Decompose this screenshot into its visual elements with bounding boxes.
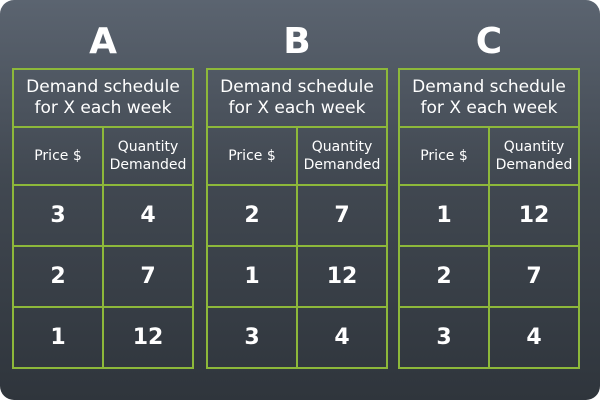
price-header: Price $ <box>398 126 490 186</box>
table-caption: Demand schedule for X each week <box>12 68 194 128</box>
price-cell: 1 <box>12 306 104 369</box>
table-row: 2 7 <box>398 245 580 308</box>
quantity-cell: 12 <box>102 306 194 369</box>
panel-letter: B <box>283 21 311 62</box>
quantity-cell: 4 <box>102 184 194 247</box>
price-cell: 2 <box>12 245 104 308</box>
quantity-cell: 4 <box>488 306 580 369</box>
price-cell: 2 <box>398 245 490 308</box>
table-row: 2 7 <box>12 245 194 308</box>
panel-letter: C <box>475 21 503 62</box>
table-row: 2 7 <box>206 184 388 247</box>
quantity-cell: 4 <box>296 306 388 369</box>
price-cell: 3 <box>398 306 490 369</box>
price-cell: 2 <box>206 184 298 247</box>
quantity-cell: 7 <box>102 245 194 308</box>
quantity-header: Quantity Demanded <box>102 126 194 186</box>
demand-schedule-table: Demand schedule for X each week Price $ … <box>12 68 194 369</box>
demand-schedule-table: Demand schedule for X each week Price $ … <box>206 68 388 369</box>
table-row: 1 12 <box>12 306 194 369</box>
price-cell: 1 <box>206 245 298 308</box>
table-row: 1 12 <box>206 245 388 308</box>
table-row: 3 4 <box>398 306 580 369</box>
price-cell: 1 <box>398 184 490 247</box>
quantity-cell: 7 <box>296 184 388 247</box>
quantity-header: Quantity Demanded <box>296 126 388 186</box>
panel-a: A Demand schedule for X each week Price … <box>12 20 194 369</box>
price-cell: 3 <box>12 184 104 247</box>
table-caption: Demand schedule for X each week <box>398 68 580 128</box>
table-caption: Demand schedule for X each week <box>206 68 388 128</box>
demand-schedule-table: Demand schedule for X each week Price $ … <box>398 68 580 369</box>
price-header: Price $ <box>206 126 298 186</box>
panel-c: C Demand schedule for X each week Price … <box>398 20 580 369</box>
table-row: 1 12 <box>398 184 580 247</box>
price-header: Price $ <box>12 126 104 186</box>
panel-b: B Demand schedule for X each week Price … <box>206 20 388 369</box>
table-row: 3 4 <box>12 184 194 247</box>
panel-letter: A <box>89 21 117 62</box>
quantity-cell: 7 <box>488 245 580 308</box>
quantity-cell: 12 <box>296 245 388 308</box>
price-cell: 3 <box>206 306 298 369</box>
quantity-cell: 12 <box>488 184 580 247</box>
quantity-header: Quantity Demanded <box>488 126 580 186</box>
table-row: 3 4 <box>206 306 388 369</box>
